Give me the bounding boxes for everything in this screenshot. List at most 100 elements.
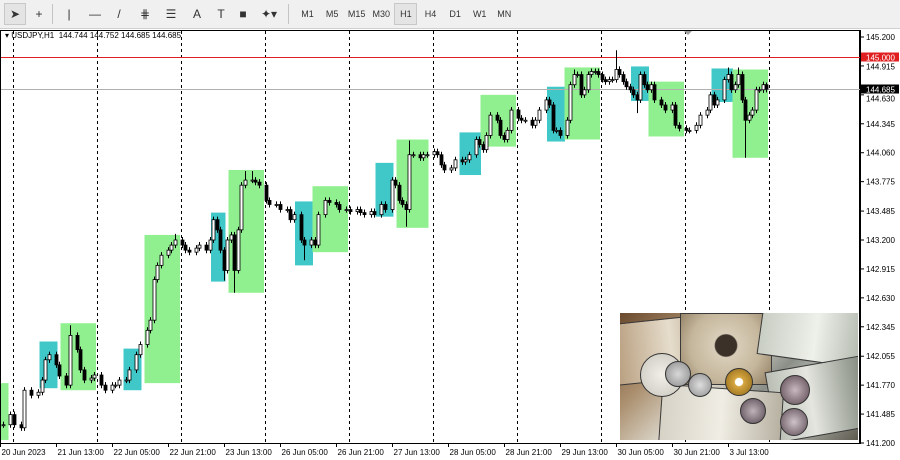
candle xyxy=(537,107,542,124)
timeframe-m5-button[interactable]: M5 xyxy=(325,9,339,19)
timeframe-w1-button[interactable]: W1 xyxy=(472,9,487,19)
candle-body xyxy=(449,167,454,171)
candle xyxy=(355,206,360,215)
candle-body xyxy=(138,344,143,356)
candle xyxy=(204,242,209,254)
timeframe-m1-button[interactable]: M1 xyxy=(301,9,314,19)
candle xyxy=(169,242,174,254)
fibonacci-tool-button[interactable]: ⋕ xyxy=(139,7,151,21)
time-tick-label: 23 Jun 13:00 xyxy=(226,448,273,457)
candle-body xyxy=(278,204,283,210)
rectangle-tool-button[interactable]: ■ xyxy=(239,7,247,21)
candle-body xyxy=(411,154,416,157)
candle-body xyxy=(327,200,332,203)
candle-body xyxy=(183,244,188,251)
candle-body xyxy=(187,249,192,253)
candle-body xyxy=(554,129,559,132)
candle-body xyxy=(152,279,157,321)
candle xyxy=(155,262,160,283)
timeframe-d1-button[interactable]: D1 xyxy=(449,9,461,19)
candle-body xyxy=(218,229,223,251)
candle xyxy=(12,411,17,428)
candle-body xyxy=(103,384,108,391)
candle xyxy=(498,117,503,139)
candle xyxy=(400,197,405,208)
timeframe-m15-button[interactable]: M15 xyxy=(347,9,366,19)
bid-price-label: 144.685 xyxy=(866,86,895,95)
candle-body xyxy=(533,119,538,126)
candle xyxy=(257,179,262,189)
candle-body xyxy=(442,164,447,171)
candle-body xyxy=(747,114,752,121)
candle xyxy=(40,377,45,396)
candle-body xyxy=(124,379,129,382)
candle xyxy=(757,86,762,93)
candle-body xyxy=(264,184,269,201)
candle-body xyxy=(362,212,367,216)
crosshair-tool-button[interactable]: + xyxy=(35,7,43,21)
candle-body xyxy=(404,204,409,210)
time-tick-label: 20 Jun 2023 xyxy=(2,448,47,457)
candle xyxy=(533,117,538,129)
candle xyxy=(617,66,622,78)
timeframe-m30-button[interactable]: M30 xyxy=(372,9,391,19)
candle-body xyxy=(267,200,272,205)
candle-body xyxy=(698,114,703,126)
chart-menu-arrow-icon[interactable]: ▾ xyxy=(5,31,12,40)
candle-body xyxy=(250,179,255,182)
candle xyxy=(411,151,416,158)
candle-body xyxy=(733,84,738,91)
toolbar-separator xyxy=(52,4,53,24)
candle-body xyxy=(369,211,374,216)
candle-body xyxy=(593,71,598,73)
time-tick-label: 3 Jul 13:00 xyxy=(730,448,770,457)
candle-body xyxy=(750,109,755,116)
text-label-tool-button[interactable]: T xyxy=(217,7,225,21)
candle-body xyxy=(589,71,594,75)
candle xyxy=(1,421,6,428)
candle xyxy=(568,81,573,124)
candle-body xyxy=(19,424,24,429)
candle xyxy=(134,351,139,373)
text-tool-button[interactable]: A xyxy=(192,7,201,21)
candle-body xyxy=(659,99,664,106)
candle xyxy=(638,71,643,103)
price-chart[interactable]: 145.200 144.915 144.630 144.345 144.060 143.7… xyxy=(0,29,900,460)
candle-body xyxy=(687,129,692,132)
timeframe-h4-button[interactable]: H4 xyxy=(424,9,437,19)
candle xyxy=(663,101,668,114)
candle-body xyxy=(670,104,675,111)
zone-cyan xyxy=(375,162,394,217)
candle-body xyxy=(502,135,507,140)
price-tick-label: 141.770 xyxy=(866,381,895,390)
candle-body xyxy=(285,209,290,211)
cursor-tool-button[interactable]: ➤ xyxy=(4,3,26,25)
vertical-line-tool-button[interactable]: | xyxy=(67,7,71,21)
timeframe-h1-button[interactable]: H1 xyxy=(394,3,418,25)
candle-body xyxy=(743,99,748,121)
trendline-tool-button[interactable]: / xyxy=(117,7,121,21)
price-tick-label: 142.345 xyxy=(866,323,895,332)
level-price-label: 145.000 xyxy=(866,54,895,63)
candle-body xyxy=(316,214,321,246)
candle-body xyxy=(432,151,437,156)
candle xyxy=(642,71,647,88)
candle xyxy=(575,71,580,78)
fibo-grid-tool-button[interactable]: ☰ xyxy=(165,7,177,21)
candle xyxy=(274,201,279,208)
candle-body xyxy=(425,154,430,157)
shapes-dropdown-tool-button[interactable]: ✦▾ xyxy=(260,7,278,21)
time-tick-label: 26 Jun 21:00 xyxy=(338,448,385,457)
candle-body xyxy=(117,379,122,386)
timeframe-mn-button[interactable]: MN xyxy=(497,9,512,19)
candle xyxy=(677,122,682,132)
candle-body xyxy=(729,74,734,91)
time-tick-label: 28 Jun 21:00 xyxy=(506,448,553,457)
chart-shift-marker-icon xyxy=(684,31,692,35)
candle-body xyxy=(344,209,349,211)
candle xyxy=(197,242,202,252)
candle xyxy=(705,107,710,119)
candle xyxy=(75,332,80,353)
candle xyxy=(645,81,650,93)
horizontal-line-tool-button[interactable]: — xyxy=(89,7,101,21)
